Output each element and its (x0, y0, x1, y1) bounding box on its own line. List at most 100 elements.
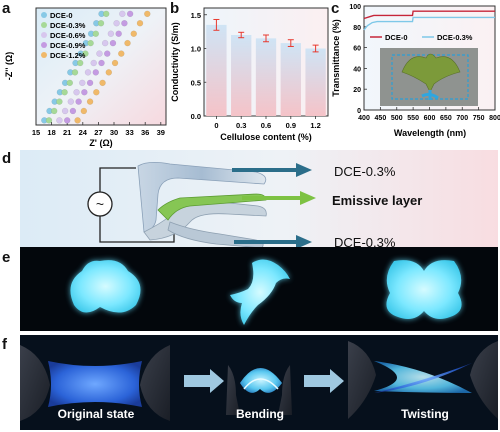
plot-area-a (35, 7, 167, 126)
arrow-middle-head (300, 191, 316, 205)
deformation-photo: Original state Bending Twisting (20, 335, 498, 430)
scene-twisting (348, 341, 498, 419)
data-point-a (69, 107, 77, 115)
chart-c-transmittance: 400 450 500 550 600 650 700 750 800020406080100 … (331, 4, 500, 138)
data-point-a (81, 89, 88, 96)
data-point-a (61, 107, 69, 115)
x-axis-label-b: Cellulose content (%) (220, 132, 312, 142)
x-tick-label-c: 650 (440, 115, 452, 122)
data-point-a (121, 20, 128, 27)
label-bottom-electrode: DCE-0.3% (334, 235, 396, 250)
y-tick-label-c: 20 (353, 87, 361, 94)
x-tick-label-a: 18 (47, 128, 55, 137)
x-tick-label-c: 600 (424, 115, 436, 122)
data-point-a (75, 98, 82, 105)
x-tick-label-a: 30 (110, 128, 118, 137)
legend-marker-a (41, 22, 47, 28)
data-point-a (109, 39, 117, 47)
legend-label-c: DCE-0 (385, 33, 408, 42)
y-tick-label-b: 1.5 (191, 11, 201, 20)
data-point-a (87, 39, 94, 47)
data-point-a (99, 79, 106, 87)
bar-b (231, 35, 252, 116)
scene-bending (226, 365, 292, 415)
data-point-a (74, 117, 81, 124)
x-tick-label-a: 33 (125, 128, 133, 137)
series-line-c (363, 16, 495, 31)
panel-letter-a: a (2, 0, 11, 17)
data-point-a (67, 98, 75, 105)
data-point-a (113, 20, 120, 27)
x-tick-label-a: 24 (79, 128, 88, 137)
legend-label-a: DCE-0 (50, 11, 73, 20)
data-point-a (61, 89, 68, 96)
data-point-a (63, 117, 71, 124)
leaf-photo-inset (380, 48, 478, 106)
data-point-a (101, 39, 109, 47)
y-tick-label-b: 0.5 (191, 78, 201, 87)
arrow-bottom-head (296, 235, 312, 249)
bar-b (206, 24, 227, 116)
legend-label-a: DCE-1.2% (50, 51, 86, 60)
ac-symbol: ~ (96, 196, 104, 212)
x-tick-label-a: 21 (63, 128, 71, 137)
data-point-a (84, 69, 92, 76)
data-point-a (71, 69, 79, 76)
data-point-a (96, 50, 103, 57)
panel-letter-e: e (2, 249, 11, 266)
legend-marker-a (41, 12, 47, 18)
data-point-a (66, 79, 74, 87)
bar-b (255, 38, 277, 116)
arrow-to-bending (184, 369, 224, 393)
data-point-a (111, 59, 119, 67)
caption-twisting: Twisting (401, 407, 449, 421)
x-tick-label-c: 500 (391, 115, 403, 122)
data-point-a (126, 10, 134, 18)
chart-a-nyquist: 15 18 21 24 27 30 33 36 39 DCE-0DCE-0.3%DCE-0.6%… (4, 7, 167, 148)
data-point-a (56, 98, 63, 105)
legend-label-a: DCE-0.3% (50, 21, 86, 30)
x-tick-label-b: 0.6 (261, 121, 271, 130)
caption-bending: Bending (236, 407, 284, 421)
deformation-scenes (20, 341, 498, 421)
data-point-a (51, 107, 58, 115)
caption-original-state: Original state (57, 407, 135, 421)
legend-marker-a (41, 32, 47, 38)
x-tick-label-a: 39 (157, 128, 165, 137)
data-point-a (144, 10, 151, 18)
data-point-a (76, 59, 84, 67)
data-point-a (105, 69, 113, 76)
data-point-a (136, 20, 144, 27)
data-point-a (130, 30, 137, 37)
panel-letter-b: b (170, 0, 180, 17)
arrow-top-head (296, 163, 312, 177)
data-point-a (124, 39, 131, 47)
glowing-shapes-photo (20, 247, 498, 331)
x-tick-label-b: 1.2 (310, 121, 320, 130)
y-tick-label-b: 1.0 (191, 45, 201, 54)
panel-letter-f: f (2, 336, 7, 353)
data-point-a (82, 50, 89, 57)
chart-b-conductivity: 0.0 0.5 1.0 1.5 0 0.3 0.6 0.9 1.2 Cellulose con… (170, 7, 329, 142)
data-point-a (45, 117, 53, 124)
y-axis-label-c: Transmittance (%) (331, 19, 341, 97)
x-tick-label-c: 400 (358, 115, 370, 122)
data-point-a (107, 30, 115, 37)
x-tick-label-a: 27 (94, 128, 102, 137)
bar-b (305, 48, 326, 116)
y-tick-label-c: 60 (353, 46, 361, 53)
data-point-a (97, 20, 105, 27)
glow-shape-triangle (70, 260, 141, 313)
data-point-a (79, 79, 86, 87)
scene-original-state (20, 345, 170, 421)
data-point-a (73, 89, 80, 96)
ac-source-icon (87, 191, 113, 217)
legend-label-a: DCE-0.9% (50, 41, 86, 50)
series-line-c (363, 10, 495, 20)
x-axis-label-a: Z' (Ω) (89, 138, 112, 148)
data-point-a (92, 69, 100, 76)
x-tick-label-a: 15 (32, 128, 40, 137)
x-tick-label-c: 800 (489, 115, 500, 122)
data-point-a (56, 117, 63, 124)
y-axis-label-b: Conductivity (S/m) (170, 22, 180, 102)
